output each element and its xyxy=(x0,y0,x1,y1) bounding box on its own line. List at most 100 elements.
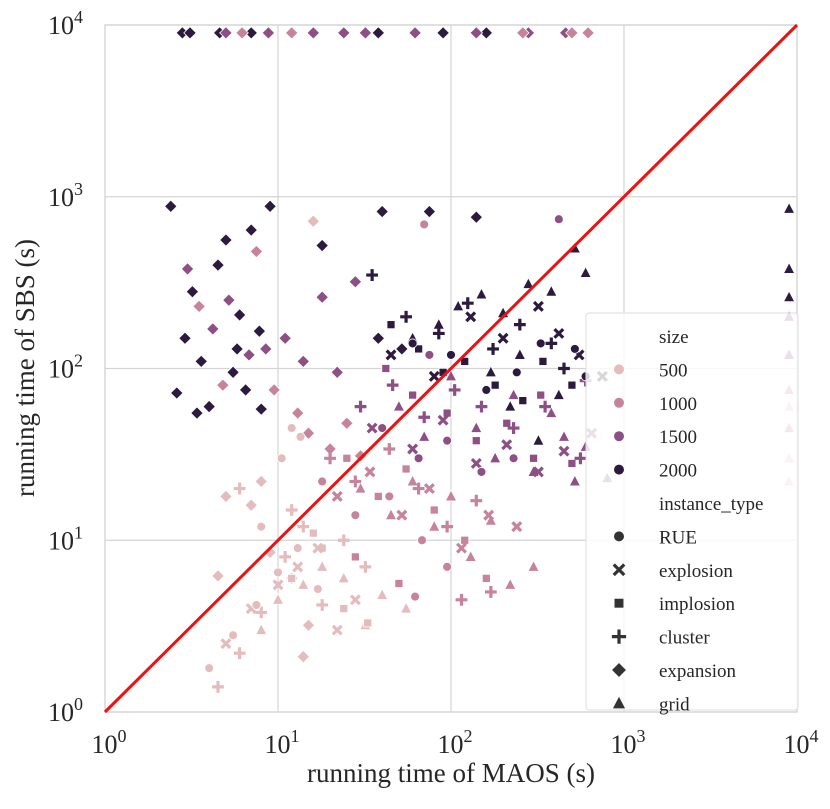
data-point xyxy=(297,520,310,533)
data-point xyxy=(545,284,558,297)
legend: size 500 1000 1500 2000 instance_type RUE explo… xyxy=(585,312,799,715)
legend-label-type: implosion xyxy=(659,594,736,615)
data-point xyxy=(316,599,329,611)
data-point xyxy=(432,327,445,340)
data-point xyxy=(418,411,431,424)
data-point xyxy=(535,338,546,349)
data-point xyxy=(422,204,437,219)
data-point xyxy=(442,561,453,572)
data-point xyxy=(408,390,418,400)
legend-box xyxy=(585,312,799,711)
data-point xyxy=(230,342,244,356)
data-point xyxy=(244,26,258,40)
data-point xyxy=(233,482,246,495)
data-point xyxy=(483,509,495,521)
data-point xyxy=(185,284,200,299)
data-point xyxy=(419,219,430,230)
data-point xyxy=(238,383,253,397)
data-point xyxy=(574,452,587,465)
data-point xyxy=(254,474,269,489)
data-point xyxy=(396,509,408,521)
y-tick-label: 104 xyxy=(48,7,83,40)
x-tick-label: 102 xyxy=(438,726,473,759)
data-point xyxy=(295,431,306,442)
legend-label-size: 500 xyxy=(659,360,688,381)
data-point xyxy=(261,26,276,40)
data-point xyxy=(423,483,435,495)
data-point xyxy=(183,26,197,40)
data-point xyxy=(279,551,292,563)
data-point xyxy=(235,26,249,40)
data-point xyxy=(481,385,492,395)
data-point xyxy=(339,604,349,614)
data-point xyxy=(428,370,440,382)
data-point xyxy=(330,365,345,380)
data-point xyxy=(386,379,399,392)
data-point xyxy=(444,489,458,502)
data-point xyxy=(503,577,517,590)
data-point xyxy=(292,561,304,573)
data-point xyxy=(278,331,292,346)
data-point xyxy=(386,320,396,330)
data-point xyxy=(579,265,592,278)
data-point xyxy=(324,452,336,465)
data-point xyxy=(558,362,570,375)
data-point xyxy=(399,601,413,614)
data-point xyxy=(312,542,324,554)
data-point xyxy=(429,505,439,515)
data-point xyxy=(470,494,483,507)
data-point xyxy=(529,453,538,463)
data-point xyxy=(782,290,796,303)
data-point xyxy=(255,606,268,619)
data-point xyxy=(565,26,579,40)
data-point xyxy=(469,26,484,40)
legend-items: size 500 1000 1500 2000 instance_type RUE explo… xyxy=(610,327,763,715)
legend-marker-size xyxy=(613,430,625,443)
data-point xyxy=(417,535,427,546)
data-point xyxy=(539,400,552,413)
data-point xyxy=(484,365,498,378)
legend-marker-size xyxy=(613,463,625,476)
data-point xyxy=(567,380,577,390)
data-point xyxy=(782,201,796,214)
data-point xyxy=(232,308,247,322)
data-point xyxy=(507,388,520,400)
data-point xyxy=(263,199,277,214)
data-point xyxy=(436,26,450,40)
data-point xyxy=(306,214,321,229)
data-point xyxy=(180,262,195,276)
data-point xyxy=(475,400,488,413)
data-point xyxy=(350,552,360,562)
data-point xyxy=(532,466,544,478)
data-point xyxy=(470,420,483,433)
y-tick-label: 103 xyxy=(48,179,83,212)
data-point xyxy=(437,414,449,426)
legend-marker-type xyxy=(611,695,627,710)
data-point xyxy=(448,384,461,396)
data-point xyxy=(427,519,441,532)
data-point xyxy=(242,348,256,362)
data-point xyxy=(359,560,372,573)
legend-marker-type xyxy=(611,629,627,644)
data-point xyxy=(252,324,267,338)
legend-label-size: 1500 xyxy=(659,427,697,448)
data-point xyxy=(296,354,311,369)
data-point xyxy=(222,293,236,307)
legend-marker-type xyxy=(613,530,625,543)
legend-label-size: 2000 xyxy=(659,461,697,482)
legend-marker-type xyxy=(612,563,626,577)
data-point xyxy=(484,513,498,526)
data-point xyxy=(567,459,577,468)
data-point xyxy=(552,388,566,400)
data-point xyxy=(508,453,519,464)
legend-label-type: expansion xyxy=(659,661,737,682)
data-point xyxy=(455,593,468,606)
data-point xyxy=(538,356,548,366)
data-point xyxy=(407,338,418,349)
data-point xyxy=(385,349,397,361)
data-point xyxy=(164,199,178,214)
data-point xyxy=(331,624,343,636)
data-point xyxy=(470,457,482,469)
legend-marker-type xyxy=(610,661,628,679)
data-point xyxy=(340,416,354,431)
